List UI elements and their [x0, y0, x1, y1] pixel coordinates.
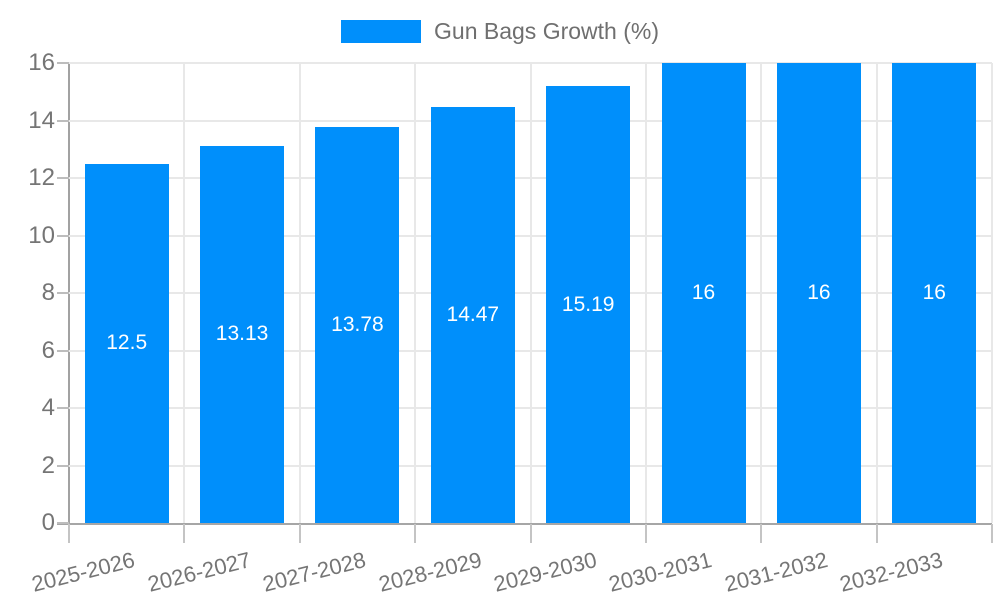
bar[interactable]: 13.78	[315, 126, 400, 523]
y-axis-tick	[57, 292, 69, 294]
v-gridline	[298, 63, 301, 523]
x-axis-label: 2028-2029	[375, 547, 484, 597]
x-axis-tick	[644, 524, 647, 543]
bar[interactable]: 12.5	[84, 163, 169, 523]
bar[interactable]: 13.13	[200, 145, 285, 523]
y-axis-label: 4	[41, 394, 55, 421]
bar-value-label: 16	[691, 281, 716, 304]
x-axis-label: 2026-2027	[144, 547, 254, 597]
x-axis-tick	[298, 524, 301, 543]
legend-swatch-icon	[341, 20, 422, 43]
bar[interactable]: 16	[776, 63, 861, 523]
y-axis-tick	[57, 177, 69, 179]
x-axis-line	[57, 523, 992, 525]
x-axis-label: 2032-2033	[837, 547, 946, 597]
y-axis-label: 6	[41, 336, 55, 364]
x-axis-label: 2025-2026	[29, 547, 138, 597]
bar[interactable]: 14.47	[430, 107, 515, 523]
y-axis-label: 14	[28, 106, 55, 134]
bar-value-label: 13.78	[331, 312, 384, 336]
bar-value-label: 13.13	[215, 322, 269, 346]
x-axis-tick	[529, 524, 532, 543]
y-axis-tick	[57, 407, 69, 409]
y-axis-tick	[57, 349, 69, 352]
bar[interactable]: 16	[661, 63, 746, 523]
bar-value-label: 16	[922, 281, 946, 304]
y-axis-label: 10	[28, 221, 55, 249]
y-axis-tick	[57, 522, 69, 524]
y-axis-label: 0	[41, 509, 55, 536]
plot-area: 12.5 13.13 13.78 14.47 15.19 16 16 16	[69, 62, 993, 523]
v-gridline	[875, 63, 878, 523]
y-axis-label: 2	[41, 451, 55, 479]
y-axis-tick	[57, 464, 69, 467]
v-gridline	[183, 63, 186, 523]
bar[interactable]: 16	[892, 63, 977, 523]
y-axis-tick	[57, 234, 69, 237]
bar-value-label: 14.47	[446, 303, 500, 326]
v-gridline	[529, 63, 532, 523]
bar[interactable]: 15.19	[546, 86, 631, 523]
x-axis-label: 2027-2028	[260, 547, 369, 597]
x-axis-tick	[414, 524, 417, 543]
y-axis-tick	[57, 119, 69, 122]
x-axis-tick	[875, 524, 878, 543]
v-gridline	[760, 63, 763, 523]
x-axis-tick	[991, 524, 993, 543]
x-axis-tick	[183, 524, 186, 543]
x-axis-tick	[68, 524, 70, 543]
y-axis-label: 16	[28, 49, 55, 76]
legend[interactable]: Gun Bags Growth (%)	[0, 18, 1000, 45]
x-axis-label: 2031-2032	[721, 547, 830, 597]
x-axis-label: 2029-2030	[491, 547, 600, 597]
y-axis-label: 8	[41, 279, 55, 306]
y-axis-tick	[57, 62, 69, 64]
x-axis-tick	[760, 524, 763, 543]
y-axis-label: 12	[28, 164, 55, 191]
v-gridline	[991, 63, 993, 523]
v-gridline	[414, 63, 417, 523]
legend-label: Gun Bags Growth (%)	[434, 18, 659, 44]
bar-value-label: 15.19	[561, 292, 615, 316]
bar-value-label: 12.5	[106, 331, 148, 355]
bar-value-label: 16	[807, 281, 831, 304]
x-axis-label: 2030-2031	[606, 547, 715, 597]
v-gridline	[644, 63, 647, 523]
